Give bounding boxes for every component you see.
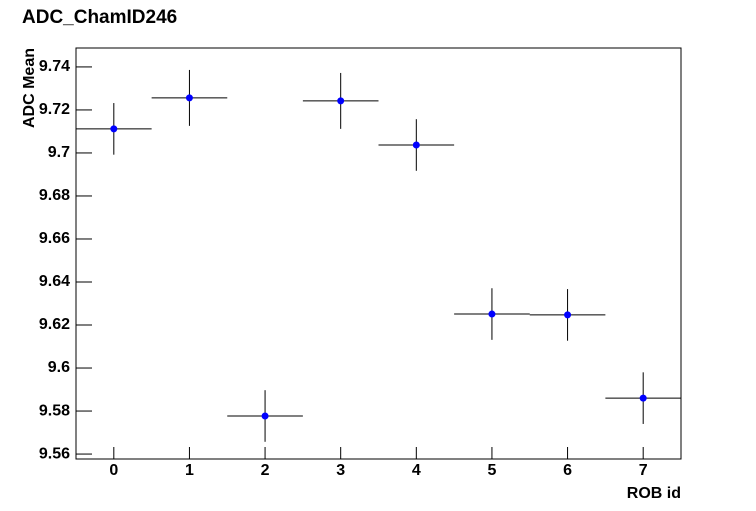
- y-tick-label: 9.6: [48, 359, 70, 376]
- x-tick-label: 2: [261, 462, 270, 479]
- data-point: [185, 94, 193, 102]
- y-tick-label: 9.68: [39, 187, 70, 204]
- x-tick-label: 7: [639, 462, 648, 479]
- x-tick-label: 0: [109, 462, 118, 479]
- y-tick-label: 9.64: [39, 273, 70, 290]
- y-tick-label: 9.66: [39, 230, 70, 247]
- chart-title: ADC_ChamID246: [22, 7, 177, 28]
- x-tick-label: 4: [412, 462, 421, 479]
- data-point: [488, 310, 496, 318]
- data-point: [261, 412, 269, 420]
- y-tick-label: 9.62: [39, 316, 70, 333]
- data-point: [639, 394, 647, 402]
- x-tick-label: 5: [487, 462, 496, 479]
- y-tick-label: 9.7: [48, 144, 70, 161]
- y-tick-label: 9.72: [39, 101, 70, 118]
- plot-frame: [75, 47, 682, 460]
- data-point: [337, 97, 345, 105]
- y-tick-label: 9.58: [39, 402, 70, 419]
- x-tick-label: 1: [185, 462, 194, 479]
- x-axis-label: ROB id: [627, 485, 681, 502]
- y-axis-label: ADC Mean: [21, 48, 38, 128]
- x-tick-label: 6: [563, 462, 572, 479]
- data-point: [412, 141, 420, 149]
- data-point: [110, 125, 118, 133]
- x-tick-label: 3: [336, 462, 345, 479]
- y-tick-label: 9.74: [39, 58, 70, 75]
- y-tick-label: 9.56: [39, 445, 70, 462]
- data-point: [564, 311, 572, 319]
